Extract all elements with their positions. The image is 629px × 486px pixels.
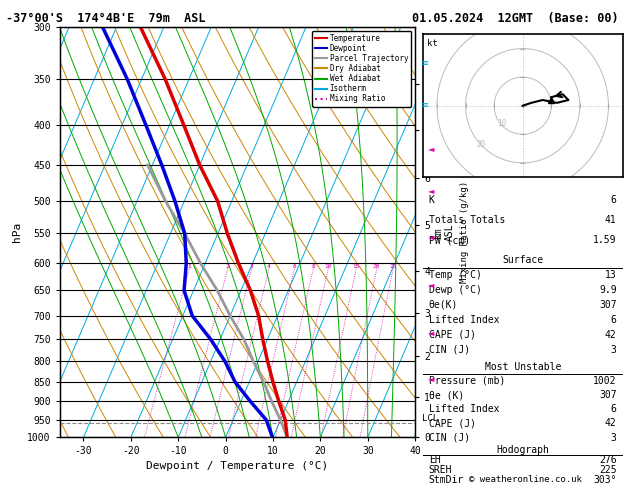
Text: 1.59: 1.59 [593, 235, 616, 245]
Text: 1002: 1002 [593, 376, 616, 386]
Text: ≡: ≡ [421, 58, 430, 69]
Text: CAPE (J): CAPE (J) [429, 330, 476, 340]
Text: θe(K): θe(K) [429, 300, 458, 310]
Text: Lifted Index: Lifted Index [429, 315, 499, 325]
Text: EH: EH [429, 455, 440, 465]
Text: 225: 225 [599, 465, 616, 475]
Text: 6: 6 [611, 315, 616, 325]
Text: Totals Totals: Totals Totals [429, 215, 505, 225]
Text: 1: 1 [187, 264, 191, 269]
Text: 15: 15 [352, 264, 360, 269]
Text: © weatheronline.co.uk: © weatheronline.co.uk [469, 474, 582, 484]
Text: 307: 307 [599, 390, 616, 400]
Text: ◄: ◄ [428, 280, 434, 289]
Text: kt: kt [426, 38, 437, 48]
Text: 10: 10 [498, 119, 507, 128]
Text: 42: 42 [605, 418, 616, 429]
Text: CIN (J): CIN (J) [429, 433, 470, 443]
Text: Dewp (°C): Dewp (°C) [429, 285, 482, 295]
Text: 20: 20 [373, 264, 381, 269]
Text: 6: 6 [611, 195, 616, 205]
Text: 25: 25 [389, 264, 397, 269]
Text: 42: 42 [605, 330, 616, 340]
Text: ◄: ◄ [428, 187, 434, 195]
Text: 2: 2 [226, 264, 230, 269]
Text: StmDir: StmDir [429, 475, 464, 486]
Text: PW (cm): PW (cm) [429, 235, 470, 245]
Text: ◄: ◄ [428, 232, 434, 242]
Y-axis label: hPa: hPa [12, 222, 21, 242]
Text: Mixing Ratio (g/kg): Mixing Ratio (g/kg) [460, 181, 469, 283]
Text: 3: 3 [250, 264, 253, 269]
Text: θe (K): θe (K) [429, 390, 464, 400]
Text: Hodograph: Hodograph [496, 445, 549, 455]
Text: Temp (°C): Temp (°C) [429, 270, 482, 280]
Text: K: K [429, 195, 435, 205]
Text: 6: 6 [611, 404, 616, 414]
Text: 20: 20 [477, 140, 486, 149]
Text: Lifted Index: Lifted Index [429, 404, 499, 414]
Text: 01.05.2024  12GMT  (Base: 00): 01.05.2024 12GMT (Base: 00) [412, 12, 618, 25]
Text: 13: 13 [605, 270, 616, 280]
Text: 307: 307 [599, 300, 616, 310]
Text: ≡: ≡ [421, 100, 430, 110]
Text: CIN (J): CIN (J) [429, 345, 470, 355]
Text: CAPE (J): CAPE (J) [429, 418, 476, 429]
X-axis label: Dewpoint / Temperature (°C): Dewpoint / Temperature (°C) [147, 461, 328, 470]
Text: 6: 6 [292, 264, 296, 269]
Text: 41: 41 [605, 215, 616, 225]
Text: 276: 276 [599, 455, 616, 465]
Text: -37°00'S  174°4B'E  79m  ASL: -37°00'S 174°4B'E 79m ASL [6, 12, 206, 25]
Text: 4: 4 [267, 264, 271, 269]
Text: ◄: ◄ [428, 328, 434, 337]
Text: LCL: LCL [422, 414, 438, 423]
Y-axis label: km
ASL: km ASL [433, 223, 454, 241]
Text: 9.9: 9.9 [599, 285, 616, 295]
Text: Most Unstable: Most Unstable [484, 362, 561, 372]
Text: 8: 8 [311, 264, 315, 269]
Text: Pressure (mb): Pressure (mb) [429, 376, 505, 386]
Text: 10: 10 [325, 264, 332, 269]
Legend: Temperature, Dewpoint, Parcel Trajectory, Dry Adiabat, Wet Adiabat, Isotherm, Mi: Temperature, Dewpoint, Parcel Trajectory… [312, 31, 411, 106]
Text: SREH: SREH [429, 465, 452, 475]
Text: 3: 3 [611, 433, 616, 443]
Text: ◄: ◄ [428, 375, 434, 383]
Text: 3: 3 [611, 345, 616, 355]
Text: Surface: Surface [502, 255, 543, 265]
Text: 303°: 303° [593, 475, 616, 486]
Text: ◄: ◄ [428, 144, 434, 153]
